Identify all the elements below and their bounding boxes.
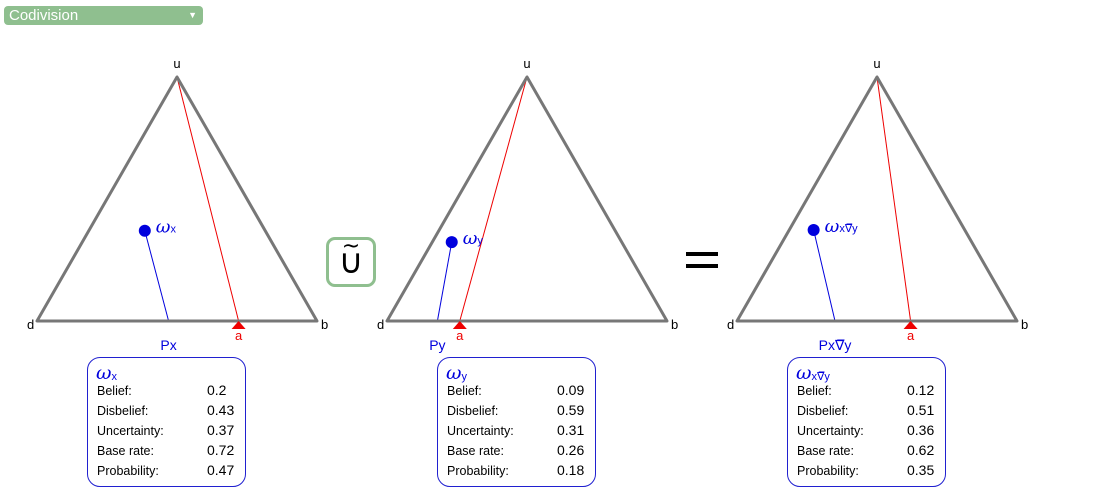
panel-row: Probability: 0.47	[97, 462, 236, 482]
base-rate-marker	[903, 321, 918, 329]
row-label: Base rate:	[447, 444, 504, 458]
opinion-label: ωy	[463, 228, 484, 249]
panel-row: Disbelief: 0.51	[797, 402, 936, 422]
row-value: 0.43	[207, 402, 235, 418]
opinion-point	[138, 224, 151, 237]
row-value: 0.09	[557, 382, 585, 398]
operator-select-value: Codivision	[9, 7, 79, 24]
panel-row: Uncertainty: 0.36	[797, 422, 936, 442]
row-value: 0.31	[557, 422, 585, 438]
equals-sign	[686, 252, 718, 276]
triangle-3: u d b a Px∇̅y ωx∇̅y	[727, 56, 1028, 353]
row-label: Uncertainty:	[797, 424, 864, 438]
base-rate-line	[176, 76, 240, 322]
panel-row: Belief: 0.09	[447, 382, 586, 402]
panel-row: Base rate: 0.62	[797, 442, 936, 462]
operator-select[interactable]: Codivision ▼	[4, 6, 203, 25]
panel-row: Disbelief: 0.59	[447, 402, 586, 422]
row-label: Belief:	[447, 384, 482, 398]
panel-row: Probability: 0.35	[797, 462, 936, 482]
base-rate-label: a	[907, 328, 915, 343]
vertex-label-u: u	[173, 56, 180, 71]
panel-row: Base rate: 0.26	[447, 442, 586, 462]
row-label: Base rate:	[97, 444, 154, 458]
vertex-label-b: b	[671, 317, 678, 332]
triangle-2: u d b a Py ωy	[377, 56, 678, 353]
vertex-label-b: b	[321, 317, 328, 332]
row-value: 0.2	[207, 382, 227, 398]
row-label: Probability:	[447, 464, 509, 478]
opinion-panel-1: ωx Belief: 0.2 Disbelief: 0.43 Uncertainty: 0.…	[87, 357, 246, 487]
panel-title: ωx∇̅y	[796, 362, 830, 384]
row-value: 0.47	[207, 462, 235, 478]
panel-row: Uncertainty: 0.37	[97, 422, 236, 442]
row-value: 0.18	[557, 462, 585, 478]
panel-row: Disbelief: 0.43	[97, 402, 236, 422]
chevron-down-icon: ▼	[188, 10, 197, 20]
projection-label: Px∇̅y	[819, 337, 852, 353]
panel-row: Uncertainty: 0.31	[447, 422, 586, 442]
row-value: 0.26	[557, 442, 585, 458]
row-value: 0.51	[907, 402, 935, 418]
projection-label: Py	[429, 337, 445, 353]
projection-label: Px	[160, 337, 176, 353]
vertex-label-u: u	[523, 56, 530, 71]
opinion-label: ωx∇̅y	[825, 216, 859, 237]
opinion-panel-2: ωy Belief: 0.09 Disbelief: 0.59 Uncertainty: 0…	[437, 357, 596, 487]
base-rate-marker	[452, 321, 467, 329]
opinion-point	[807, 223, 820, 236]
projection-line	[144, 230, 170, 322]
row-label: Probability:	[797, 464, 859, 478]
opinion-label-sub: x	[170, 224, 176, 236]
triangle-outline	[35, 75, 319, 323]
row-label: Base rate:	[797, 444, 854, 458]
projection-line	[436, 242, 453, 322]
row-label: Belief:	[97, 384, 132, 398]
row-label: Probability:	[97, 464, 159, 478]
vertex-label-d: d	[727, 317, 734, 332]
row-value: 0.59	[557, 402, 585, 418]
row-value: 0.36	[907, 422, 935, 438]
row-label: Belief:	[797, 384, 832, 398]
vertex-label-b: b	[1021, 317, 1028, 332]
row-label: Uncertainty:	[97, 424, 164, 438]
triangle-1: u d b a Px ωx	[27, 56, 328, 353]
triangle-outline	[735, 75, 1019, 323]
panel-title: ωx	[96, 362, 117, 384]
row-value: 0.35	[907, 462, 935, 478]
panel-row: Belief: 0.12	[797, 382, 936, 402]
triangle-outline	[385, 75, 669, 323]
panel-row: Probability: 0.18	[447, 462, 586, 482]
row-value: 0.72	[207, 442, 235, 458]
vertex-label-u: u	[873, 56, 880, 71]
operator-symbol: ~ ∪	[338, 234, 364, 282]
row-value: 0.12	[907, 382, 935, 398]
base-rate-line	[459, 76, 528, 322]
vertex-label-d: d	[377, 317, 384, 332]
vertex-label-d: d	[27, 317, 34, 332]
base-rate-label: a	[456, 328, 464, 343]
row-label: Uncertainty:	[447, 424, 514, 438]
opinion-label-sub: y	[477, 235, 483, 247]
panel-row: Belief: 0.2	[97, 382, 236, 402]
opinion-point	[445, 236, 458, 249]
projection-line	[813, 229, 836, 322]
row-value: 0.62	[907, 442, 935, 458]
base-rate-line	[876, 76, 912, 322]
panel-row: Base rate: 0.72	[97, 442, 236, 462]
base-rate-label: a	[235, 328, 243, 343]
opinion-panel-3: ωx∇̅y Belief: 0.12 Disbelief: 0.51 Uncertaint…	[787, 357, 946, 487]
row-value: 0.37	[207, 422, 235, 438]
panel-title: ωy	[446, 362, 467, 384]
opinion-label-sub: x∇̅y	[839, 223, 858, 235]
base-rate-marker	[231, 321, 246, 329]
row-label: Disbelief:	[97, 404, 149, 418]
row-label: Disbelief:	[797, 404, 849, 418]
row-label: Disbelief:	[447, 404, 499, 418]
opinion-label: ωx	[156, 217, 177, 238]
operator-symbol-box: ~ ∪	[326, 234, 376, 287]
